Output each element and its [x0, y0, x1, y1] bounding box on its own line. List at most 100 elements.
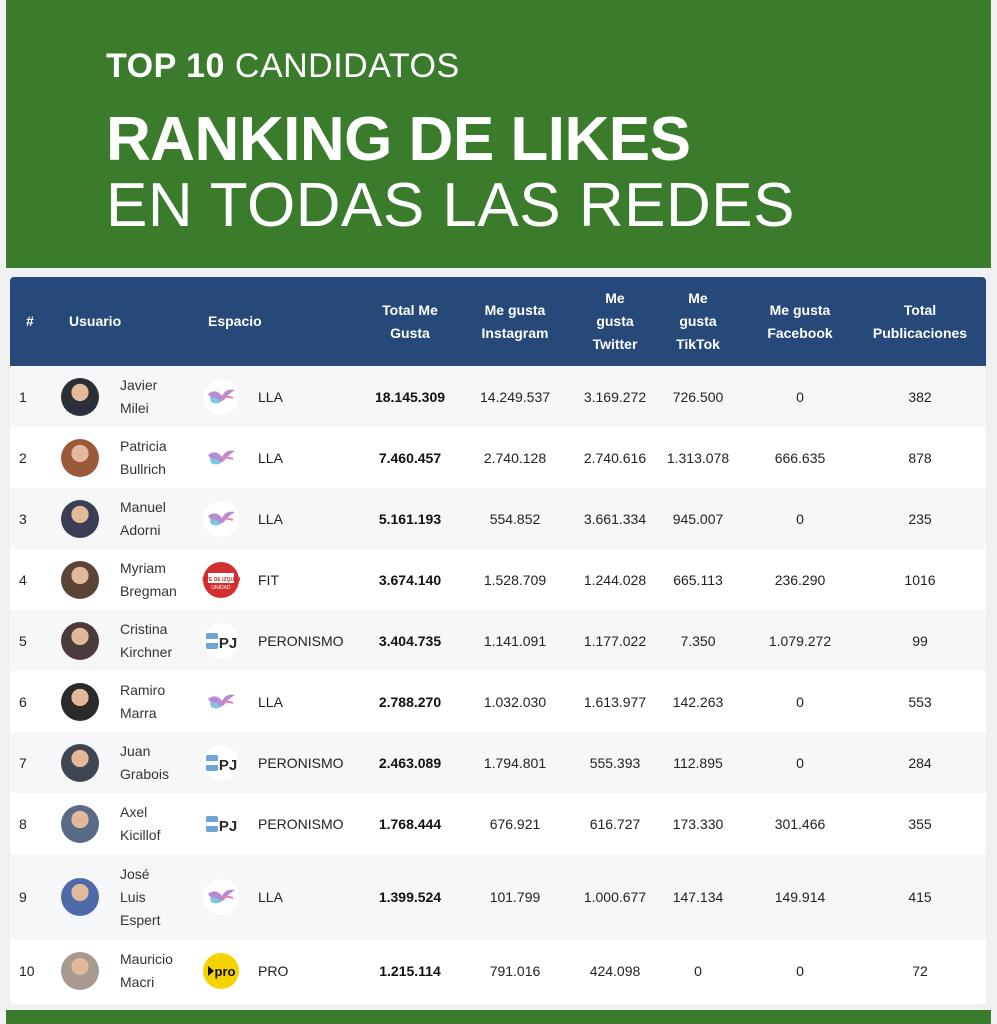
- instagram-likes: 554.852: [489, 510, 541, 527]
- header-tt-b: gusta: [679, 313, 717, 329]
- candidate-name-line: Juan: [120, 742, 151, 759]
- lla-logo-icon: [202, 683, 240, 721]
- pj-logo-text: PJ: [219, 635, 237, 652]
- twitter-likes: 3.169.272: [583, 388, 647, 405]
- pro-logo-icon: pro: [202, 952, 240, 990]
- fit-logo-icon: FRENTE DE IZQUIERDA UNIDAD: [192, 561, 250, 599]
- avatar: [61, 499, 99, 538]
- instagram-likes: 676.921: [489, 815, 541, 832]
- right-frame: [991, 0, 997, 1024]
- title-line-2: EN TODAS LAS REDES: [106, 171, 795, 240]
- lla-logo-icon: [202, 500, 240, 538]
- header-ig-b: Instagram: [481, 324, 549, 341]
- facebook-likes: 1.079.272: [768, 632, 832, 649]
- pj-logo-text: PJ: [219, 818, 237, 835]
- header-space: Espacio: [208, 313, 262, 329]
- table-header: # Usuario Espacio Total Me Gusta Me gusta…: [10, 277, 986, 366]
- facebook-likes: 236.290: [774, 571, 826, 588]
- total-publications: 553: [908, 693, 932, 710]
- header-pub-a: Total: [903, 301, 937, 318]
- candidate-name: Mauricio Macri: [120, 940, 200, 1001]
- header-ig-a: Me gusta: [484, 301, 546, 318]
- pj-logo-icon: PJ: [202, 805, 240, 843]
- total-likes: 1.768.444: [378, 815, 442, 832]
- rank-cell: 2: [19, 449, 27, 466]
- rank-cell: 4: [19, 571, 27, 588]
- total-likes: 2.463.089: [378, 754, 442, 771]
- avatar: [61, 377, 99, 416]
- twitter-likes: 424.098: [589, 962, 641, 979]
- candidate-name-line: Myriam: [120, 559, 166, 576]
- candidate-name: Myriam Bregman: [120, 549, 200, 610]
- candidate-name: Manuel Adorni: [120, 488, 200, 549]
- header-fb-a: Me gusta: [769, 301, 831, 318]
- candidate-name-line: Kicillof: [120, 826, 161, 843]
- instagram-likes: 1.032.030: [483, 693, 547, 710]
- instagram-likes: 791.016: [489, 962, 541, 979]
- total-likes: 7.460.457: [378, 449, 442, 466]
- party-name: PERONISMO: [258, 754, 344, 771]
- candidate-name-line: Patricia: [120, 437, 167, 454]
- candidate-name-line: Bullrich: [120, 460, 166, 477]
- total-publications: 284: [908, 754, 932, 771]
- instagram-likes: 101.799: [489, 889, 541, 905]
- table-row: 8 Axel Kicillof PJ PERONISMO 1.768.444 676.921…: [10, 793, 986, 854]
- avatar: [61, 560, 99, 599]
- avatar: [61, 438, 99, 477]
- header-total: Total Me Gusta: [360, 277, 460, 366]
- rank-cell: 7: [19, 754, 27, 771]
- header-twitter: Me gusta Twitter: [570, 277, 660, 366]
- tiktok-likes: 945.007: [672, 510, 724, 527]
- candidate-name-line: José: [120, 865, 150, 882]
- rank-cell: 9: [19, 889, 27, 905]
- pro-logo-text: pro: [215, 964, 236, 979]
- kicker-bold: TOP 10: [106, 47, 225, 85]
- twitter-likes: 2.740.616: [583, 449, 647, 466]
- party-name: PRO: [258, 962, 289, 979]
- candidate-name-line: Kirchner: [120, 643, 173, 660]
- total-publications: 1016: [904, 571, 936, 588]
- ranking-table: # Usuario Espacio Total Me Gusta Me gusta…: [10, 277, 986, 1004]
- lla-logo-icon: [202, 878, 240, 916]
- table-row: 10 Mauricio Macri pro PRO 1.215.114 791.016 424…: [10, 940, 986, 1001]
- header-instagram: Me gusta Instagram: [465, 277, 565, 366]
- twitter-likes: 616.727: [589, 815, 641, 832]
- header-publications: Total Publicaciones: [860, 277, 980, 366]
- total-publications: 415: [908, 889, 932, 905]
- candidate-name-line: Bregman: [120, 582, 177, 599]
- tiktok-likes: 0: [694, 962, 702, 979]
- table-panel: # Usuario Espacio Total Me Gusta Me gusta…: [6, 268, 991, 1010]
- twitter-likes: 1.177.022: [583, 632, 647, 649]
- avatar: [61, 878, 99, 916]
- total-publications: 99: [912, 632, 928, 649]
- rank-cell: 1: [19, 388, 27, 405]
- rank-cell: 10: [19, 962, 35, 979]
- rank-cell: 8: [19, 815, 27, 832]
- facebook-likes: 0: [796, 388, 804, 405]
- pj-logo-icon: PJ: [202, 622, 240, 660]
- candidate-name-line: Manuel: [120, 498, 166, 515]
- avatar: [61, 951, 99, 990]
- candidate-name: Juan Grabois: [120, 732, 200, 793]
- party-name: LLA: [258, 510, 283, 527]
- candidate-name-line: Grabois: [120, 765, 170, 782]
- tiktok-likes: 7.350: [680, 632, 716, 649]
- candidate-name-line: Marra: [120, 704, 157, 721]
- candidate-name-line: Adorni: [120, 521, 161, 538]
- total-publications: 878: [908, 449, 932, 466]
- total-publications: 382: [908, 388, 932, 405]
- twitter-likes: 1.244.028: [583, 571, 647, 588]
- header-tt-a: Me: [688, 290, 708, 306]
- candidate-name-line: Ramiro: [120, 681, 166, 698]
- party-name: PERONISMO: [258, 815, 344, 832]
- tiktok-likes: 147.134: [672, 889, 724, 905]
- total-publications: 235: [908, 510, 932, 527]
- twitter-likes: 1.000.677: [583, 889, 647, 905]
- tiktok-likes: 726.500: [672, 388, 724, 405]
- twitter-likes: 1.613.977: [583, 693, 647, 710]
- candidate-name-line: Cristina: [120, 620, 168, 637]
- table-row: 5 Cristina Kirchner PJ PERONISMO 3.404.735 1.1…: [10, 610, 986, 671]
- header-tw-c: Twitter: [592, 336, 638, 352]
- header-total-b: Gusta: [390, 324, 430, 341]
- facebook-likes: 0: [796, 693, 804, 710]
